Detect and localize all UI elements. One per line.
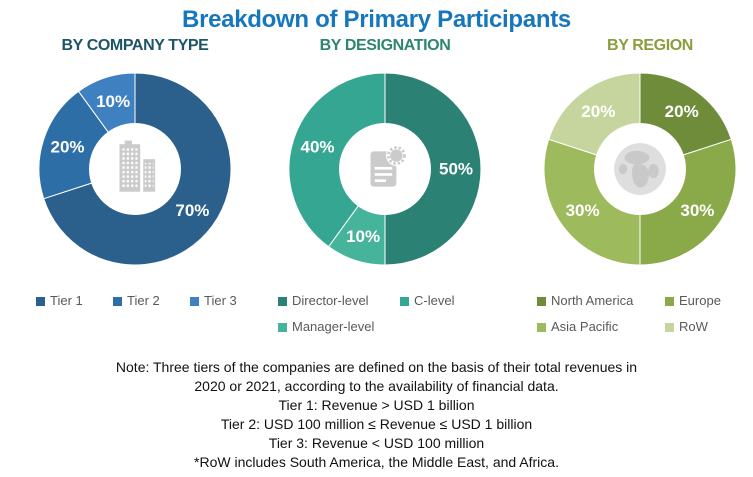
legend-item-tier-3: Tier 3 bbox=[190, 293, 260, 308]
slice-value-label-tier-2: 20% bbox=[50, 138, 84, 157]
legend-label: Manager-level bbox=[292, 319, 375, 334]
legend-item-row: RoW bbox=[665, 319, 753, 334]
legend-swatch bbox=[278, 323, 287, 332]
legend-label: Europe bbox=[679, 293, 721, 308]
legend-region: North America Europe Asia Pacific RoW bbox=[537, 293, 753, 334]
note-line: Note: Three tiers of the companies are d… bbox=[115, 359, 638, 375]
legend-item-manager-level: Manager-level bbox=[278, 319, 400, 334]
legend-label: Asia Pacific bbox=[551, 319, 619, 334]
legend-item-europe: Europe bbox=[665, 293, 753, 308]
legend-label: Tier 3 bbox=[204, 293, 237, 308]
note-line: Tier 1: Revenue > USD 1 billion bbox=[278, 397, 475, 413]
figure-title: Breakdown of Primary Participants bbox=[182, 6, 571, 33]
legend-item-north-america: North America bbox=[537, 293, 665, 308]
legend-swatch bbox=[665, 297, 674, 306]
slice-value-label-manager-level: 10% bbox=[346, 227, 380, 246]
donut-hole bbox=[594, 123, 686, 215]
globe-icon bbox=[614, 143, 666, 195]
slice-value-label-c-level: 40% bbox=[300, 138, 334, 157]
note-line: 2020 or 2021, according to the availabil… bbox=[194, 378, 559, 394]
legend-item-c-level: C-level bbox=[400, 293, 500, 308]
legend-label: Tier 1 bbox=[50, 293, 83, 308]
legend-label: C-level bbox=[414, 293, 455, 308]
legend-swatch bbox=[113, 297, 122, 306]
legend-swatch bbox=[278, 297, 287, 306]
legend-swatch bbox=[400, 297, 409, 306]
legend-item-asia-pacific: Asia Pacific bbox=[537, 319, 665, 334]
legend-item-tier-2: Tier 2 bbox=[113, 293, 190, 308]
donut-company-type: 70% 20% 10% bbox=[38, 72, 232, 266]
donut-hole bbox=[339, 123, 431, 215]
note-line: Tier 3: Revenue < USD 100 million bbox=[268, 435, 485, 451]
legend-label: RoW bbox=[679, 319, 708, 334]
building-icon bbox=[119, 140, 157, 192]
note-line: Tier 2: USD 100 million ≤ Revenue ≤ USD … bbox=[220, 416, 533, 432]
donut-designation: 50% 10% 40% bbox=[288, 72, 482, 266]
legend-company-type: Tier 1 Tier 2 Tier 3 bbox=[36, 293, 260, 308]
legend-item-director-level: Director-level bbox=[278, 293, 400, 308]
slice-value-label-asia-pacific: 30% bbox=[566, 201, 600, 220]
chart-title-designation: BY DESIGNATION bbox=[319, 37, 451, 54]
note-line: *RoW includes South America, the Middle … bbox=[194, 454, 559, 470]
slice-value-label-north-america: 20% bbox=[665, 102, 699, 121]
legend-designation: Director-level C-level Manager-level bbox=[278, 293, 500, 334]
legend-swatch bbox=[190, 297, 199, 306]
legend-swatch bbox=[537, 323, 546, 332]
legend-swatch bbox=[537, 297, 546, 306]
legend-label: Director-level bbox=[292, 293, 369, 308]
note-text: Note: Three tiers of the companies are d… bbox=[0, 358, 753, 472]
slice-value-label-tier-3: 10% bbox=[96, 92, 130, 111]
legend-swatch bbox=[665, 323, 674, 332]
legend-label: Tier 2 bbox=[127, 293, 160, 308]
slice-value-label-tier-1: 70% bbox=[175, 201, 209, 220]
legend-swatch bbox=[36, 297, 45, 306]
legend-item-tier-1: Tier 1 bbox=[36, 293, 113, 308]
donut-region: 20% 30% 30% 20% bbox=[543, 72, 737, 266]
donut-hole bbox=[89, 123, 181, 215]
slice-value-label-europe: 30% bbox=[680, 201, 714, 220]
slice-value-label-director-level: 50% bbox=[439, 160, 473, 179]
slice-value-label-row: 20% bbox=[581, 102, 615, 121]
chart-title-region: BY REGION bbox=[607, 37, 693, 54]
legend-label: North America bbox=[551, 293, 634, 308]
document-icon bbox=[370, 145, 407, 187]
chart-title-company-type: BY COMPANY TYPE bbox=[61, 37, 209, 54]
